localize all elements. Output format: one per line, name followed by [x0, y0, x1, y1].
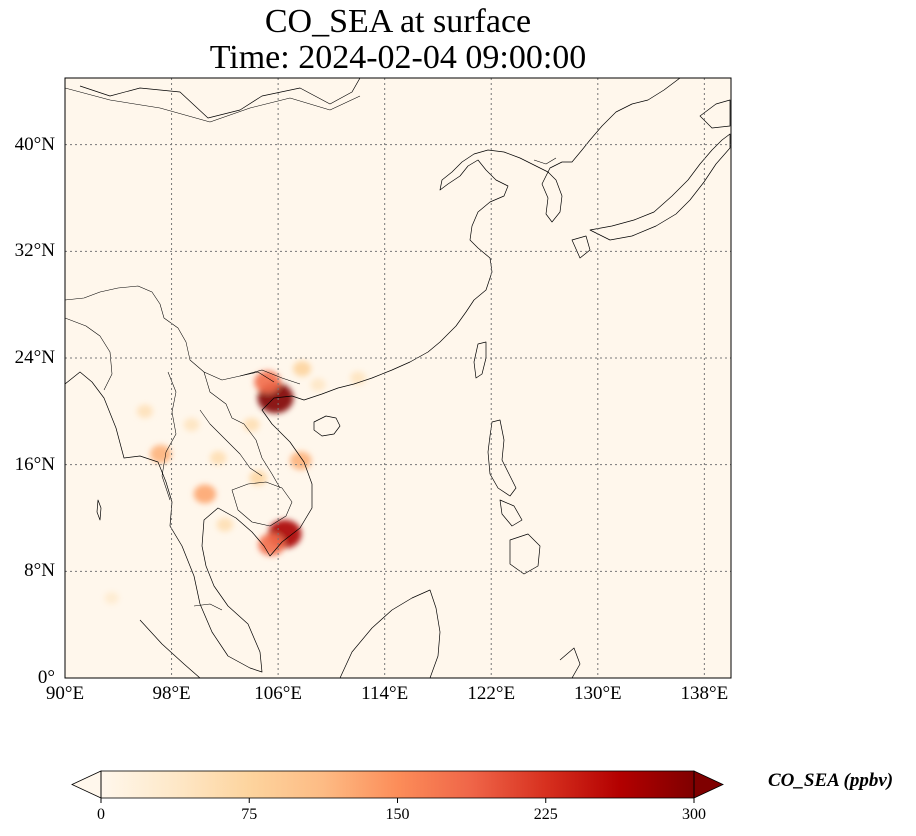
co-hotspot	[216, 517, 234, 532]
myanmar-thailand-border	[161, 371, 177, 501]
hainan-island	[313, 415, 341, 437]
colorbar-extend-high	[693, 770, 724, 799]
mongolia-border	[65, 87, 361, 123]
co-hotspot	[136, 404, 153, 419]
borneo-coast	[339, 589, 441, 678]
sulawesi-coast	[559, 647, 581, 678]
latitude-tick-label: 24°N	[14, 347, 55, 368]
kyushu-island	[571, 235, 591, 259]
latitude-tick-label: 0°	[37, 667, 55, 688]
longitude-tick-label: 90°E	[45, 683, 85, 704]
latitude-tick-label: 8°N	[24, 560, 55, 582]
co-hotspot	[183, 418, 200, 432]
korea-border	[533, 157, 557, 165]
co-hotspot	[293, 361, 312, 377]
co-hotspot	[258, 533, 285, 556]
mainland-coastline	[65, 78, 681, 673]
longitude-tick-label: 122°E	[467, 683, 516, 704]
hokkaido-island	[699, 99, 731, 129]
co-hotspot	[104, 591, 119, 605]
latitude-tick-label: 40°N	[14, 133, 55, 155]
colorbar-extend-low	[71, 770, 102, 799]
co-hotspot	[193, 484, 217, 504]
longitude-tick-label: 114°E	[361, 683, 409, 704]
mindanao-island	[509, 533, 541, 575]
map-title: CO_SEA at surface	[264, 3, 532, 40]
colorbar-ticks	[100, 798, 695, 803]
laos-thailand-border	[199, 409, 263, 477]
colorbar-tick-label: 150	[385, 806, 410, 823]
co-hotspot	[249, 470, 267, 486]
longitude-tick-label: 130°E	[573, 683, 622, 704]
longitude-tick-label: 138°E	[680, 683, 729, 704]
luzon-island	[487, 419, 517, 497]
co-concentration-field	[104, 361, 366, 605]
myanmar-west-border	[65, 317, 113, 391]
cambodia-border	[231, 481, 293, 527]
co-hotspot	[150, 444, 172, 464]
visayas-islands	[499, 499, 523, 527]
china-south-border	[65, 285, 275, 383]
co-hotspot	[254, 370, 281, 394]
colorbar-tick-label: 75	[241, 806, 258, 823]
thailand-malaysia-border	[193, 603, 223, 611]
co-hotspot	[209, 451, 227, 465]
co-hotspot	[243, 417, 260, 432]
colorbar-tick-label: 0	[97, 806, 105, 823]
country-borders	[65, 87, 557, 611]
colorbar-gradient	[101, 771, 694, 798]
northern-coastline	[79, 78, 361, 119]
latitude-tick-label: 32°N	[14, 240, 55, 262]
vietnam-china-border	[239, 369, 301, 385]
colorbar-label: CO_SEA (ppbv)	[768, 770, 894, 791]
co-hotspot	[289, 451, 312, 470]
honshu-island	[589, 133, 731, 241]
longitude-tick-label: 98°E	[152, 683, 191, 704]
coastlines	[65, 78, 731, 678]
colorbar-tick-label: 300	[682, 806, 706, 823]
map-background	[65, 78, 731, 678]
taiwan-island	[473, 341, 487, 379]
co-hotspot	[310, 378, 326, 392]
laos-border	[203, 371, 281, 489]
colorbar	[71, 770, 724, 803]
map-subtitle-time: Time: 2024-02-04 09:00:00	[209, 39, 587, 76]
map-frame	[64, 77, 732, 679]
longitude-tick-label: 106°E	[254, 683, 302, 704]
sumatra-coast	[139, 619, 201, 678]
andaman-islands	[96, 499, 102, 521]
latitude-tick-label: 16°N	[14, 453, 55, 475]
colorbar-tick-label: 225	[533, 806, 558, 823]
